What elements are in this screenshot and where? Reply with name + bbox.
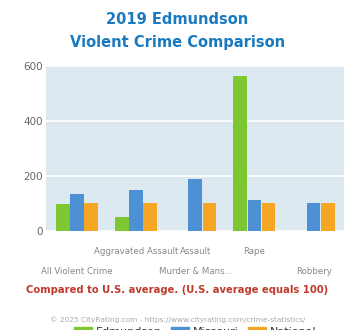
Bar: [234, 76, 247, 231]
Bar: [321, 203, 335, 231]
Text: © 2025 CityRating.com - https://www.cityrating.com/crime-statistics/: © 2025 CityRating.com - https://www.city…: [50, 317, 305, 323]
Bar: [115, 217, 129, 231]
Bar: [203, 203, 216, 231]
Bar: [248, 200, 261, 231]
Bar: [189, 179, 202, 231]
Text: Assault: Assault: [180, 248, 211, 256]
Text: All Violent Crime: All Violent Crime: [41, 267, 113, 276]
Bar: [84, 203, 98, 231]
Text: Rape: Rape: [244, 248, 265, 256]
Bar: [70, 194, 84, 231]
Text: 2019 Edmundson: 2019 Edmundson: [106, 12, 248, 26]
Bar: [262, 203, 275, 231]
Text: Robbery: Robbery: [296, 267, 332, 276]
Bar: [56, 204, 70, 231]
Text: Compared to U.S. average. (U.S. average equals 100): Compared to U.S. average. (U.S. average …: [26, 285, 329, 295]
Text: Aggravated Assault: Aggravated Assault: [94, 248, 178, 256]
Text: Murder & Mans...: Murder & Mans...: [158, 267, 232, 276]
Bar: [143, 203, 157, 231]
Bar: [307, 203, 321, 231]
Bar: [129, 190, 143, 231]
Legend: Edmundson, Missouri, National: Edmundson, Missouri, National: [69, 322, 321, 330]
Text: Violent Crime Comparison: Violent Crime Comparison: [70, 35, 285, 50]
